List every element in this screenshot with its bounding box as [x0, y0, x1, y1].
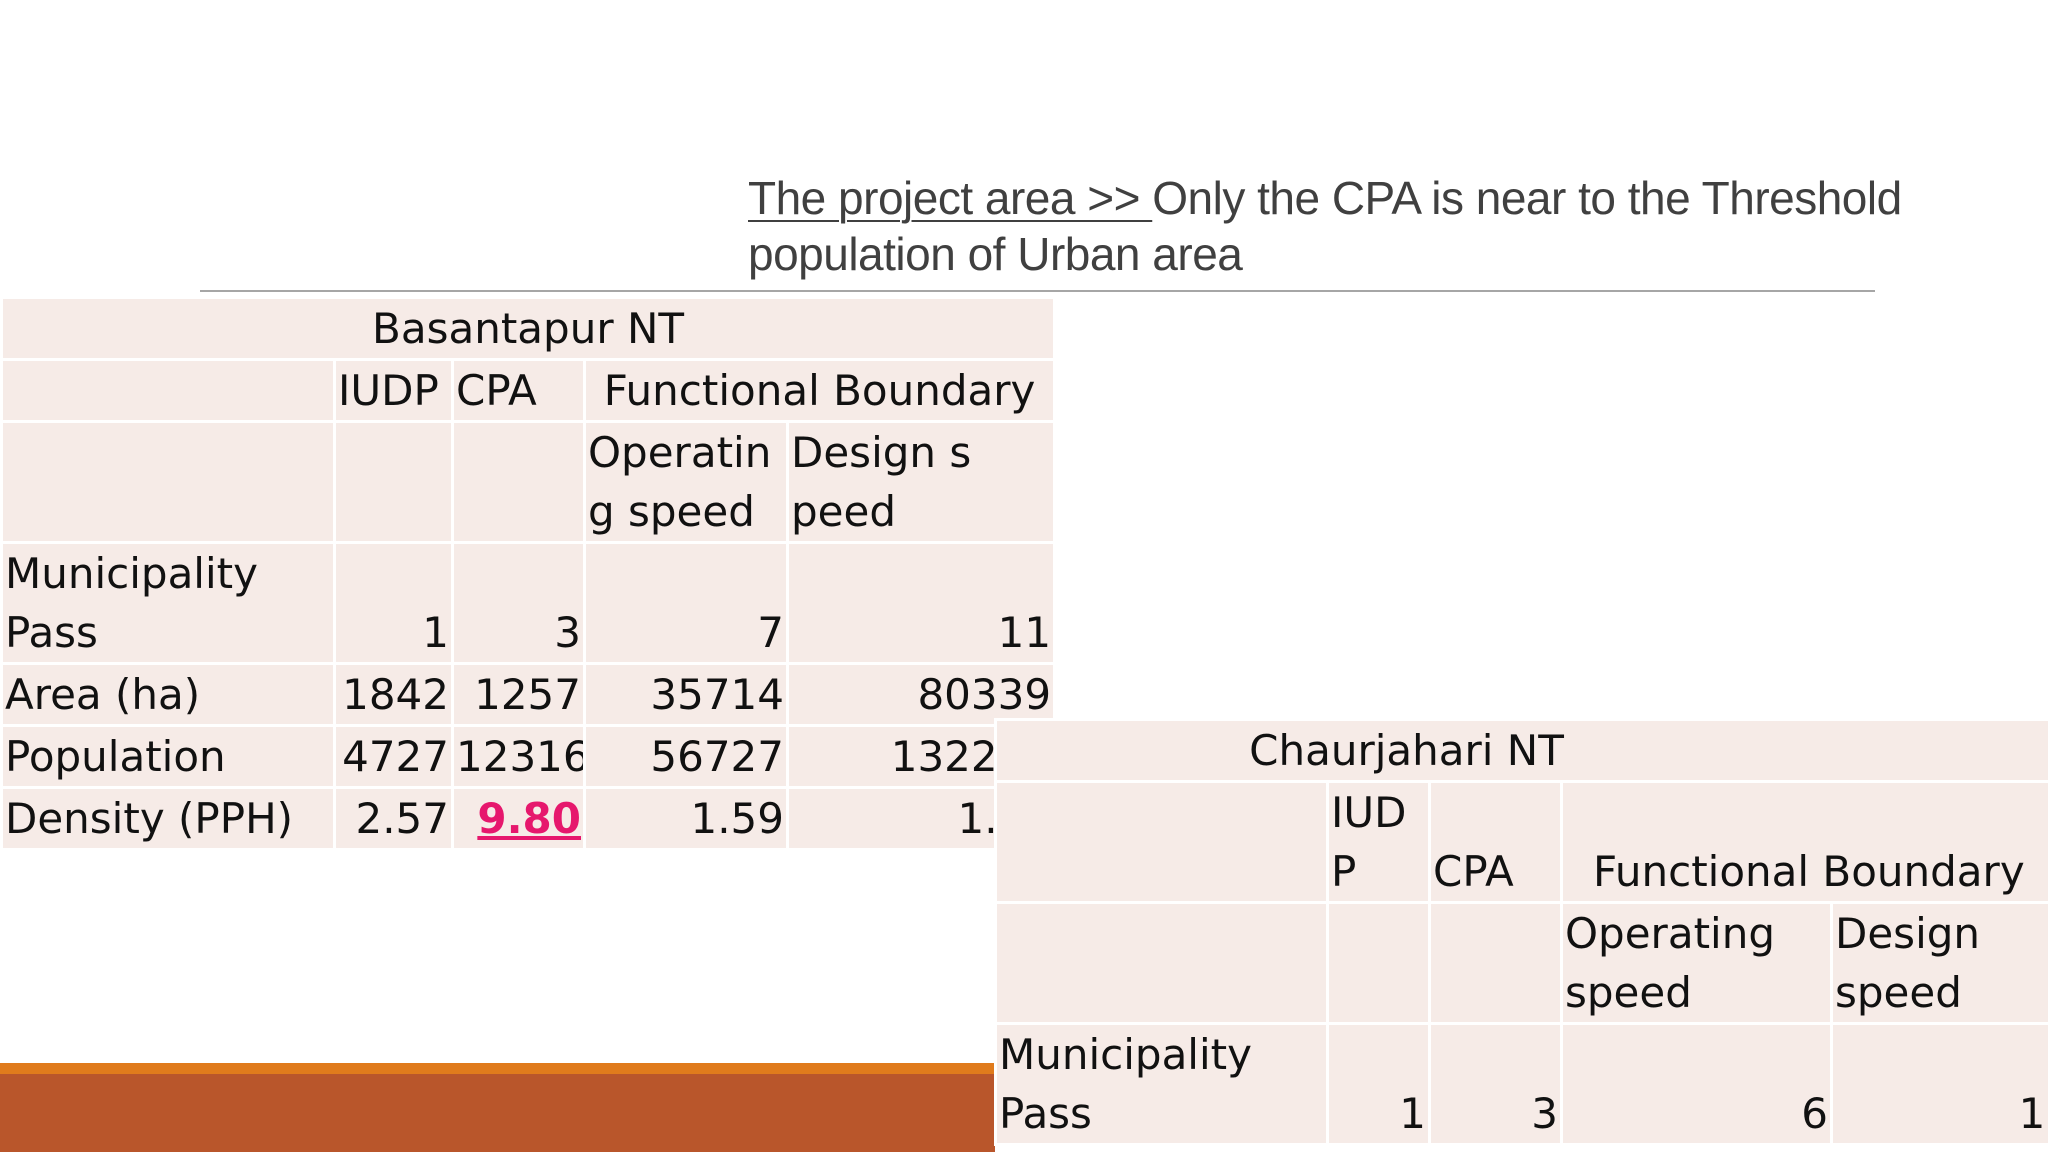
table-row: Operating speed Design speed [0, 420, 1057, 544]
cell-operating: 6 [1560, 1022, 1833, 1146]
row-label: Municipality Pass [0, 541, 336, 665]
cell-cpa: 3 [1428, 1022, 1563, 1146]
cell-iudp: 1 [333, 541, 454, 665]
col-header-operating-speed: Operating speed [583, 420, 789, 544]
col-header-design-speed: Design speed [785, 420, 1057, 544]
footer-band-orange [0, 1063, 995, 1074]
table-row: Municipality Pass 1 3 6 12 [994, 1022, 2048, 1146]
table-row: Municipality Pass 1 3 7 11 [0, 541, 1057, 665]
row-label: Density (PPH) [0, 786, 336, 851]
title-rest: Only the CPA is near to the Threshold po… [748, 172, 1902, 280]
cell-operating: 7 [583, 541, 789, 665]
table-row: Chaurjahari NT [993, 718, 2048, 783]
row-label: Area (ha) [0, 662, 336, 727]
col-header-iudp: IUDP [333, 358, 454, 423]
cell-operating: 1.59 [583, 786, 789, 851]
cell-iudp: 4727 [333, 724, 454, 789]
cell-operating: 35714 [583, 662, 789, 727]
col-header-operating-speed: Operating speed [1560, 901, 1833, 1025]
table-row: Population 4727 12316 56727 132267 [0, 724, 1057, 789]
cell-design: 11 [785, 541, 1057, 665]
cell-iudp: 1 [1326, 1022, 1431, 1146]
table-row: IUDP CPA Functional Boundary [994, 780, 2048, 904]
table-row: Operating speed Design speed [994, 901, 2048, 1025]
col-header-functional-boundary: Functional Boundary [1559, 780, 2048, 904]
highlighted-density-value: 9.80 [477, 794, 581, 843]
cell-operating: 56727 [583, 724, 789, 789]
col-header-cpa: CPA [1428, 780, 1563, 904]
slide-title: The project area >> Only the CPA is near… [748, 170, 2018, 282]
cell-design: 12 [1829, 1022, 2048, 1146]
title-divider [200, 290, 1875, 292]
cell-design: 80339 [785, 662, 1057, 727]
table-name: Basantapur NT [0, 296, 1057, 361]
cell-cpa: 3 [451, 541, 586, 665]
table-name: Chaurjahari NT [993, 718, 2048, 783]
col-header-design-speed: Design speed [1829, 901, 2048, 1025]
table-row: Basantapur NT [0, 296, 1057, 361]
table-row: Density (PPH) 2.57 9.80 1.59 1.65 [0, 786, 1057, 851]
table-row: Area (ha) 1842 1257 35714 80339 [0, 662, 1057, 727]
basantapur-table: Basantapur NT IUDP CPA Functional Bounda… [0, 296, 1057, 851]
col-header-cpa: CPA [451, 358, 586, 423]
chaurjahari-table: Chaurjahari NT IUDP CPA Functional Bound… [993, 718, 2048, 1146]
cell-cpa: 1257 [451, 662, 586, 727]
col-header-functional-boundary: Functional Boundary [582, 358, 1057, 423]
title-lead: The project area >> [748, 172, 1153, 224]
row-label: Population [0, 724, 336, 789]
cell-iudp: 2.57 [333, 786, 454, 851]
cell-iudp: 1842 [333, 662, 454, 727]
footer-band-rust [0, 1074, 995, 1152]
col-header-iudp: IUDP [1326, 780, 1431, 904]
cell-cpa: 12316 [451, 724, 586, 789]
row-label: Municipality Pass [994, 1022, 1329, 1146]
cell-cpa: 9.80 [451, 786, 586, 851]
table-row: IUDP CPA Functional Boundary [0, 358, 1057, 423]
